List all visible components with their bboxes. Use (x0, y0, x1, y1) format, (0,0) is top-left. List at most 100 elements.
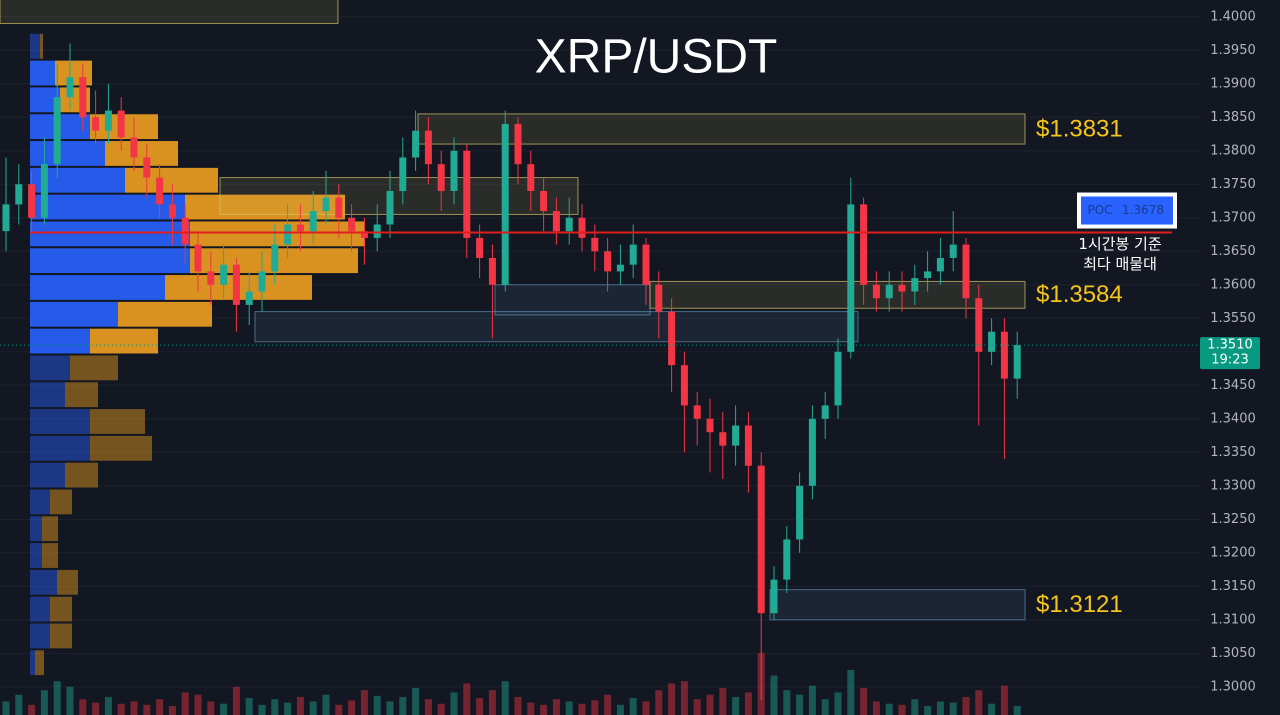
volume-bar (591, 700, 599, 715)
y-tick-label: 1.3800 (1210, 143, 1256, 158)
volume-bar (680, 681, 688, 715)
volume-bar (271, 699, 279, 715)
volume-bar (66, 686, 74, 715)
y-tick-label: 1.3850 (1210, 110, 1256, 125)
y-tick-label: 1.3700 (1210, 210, 1256, 225)
profile-sell-bar (50, 623, 72, 649)
volume-bar (719, 687, 727, 715)
candle-body (732, 425, 740, 446)
candle-body (949, 244, 957, 258)
annotation: 최다 매물대 (1083, 255, 1157, 273)
candle-body (335, 197, 343, 218)
profile-buy-bar (30, 221, 190, 247)
candle-body (655, 284, 663, 312)
profile-sell-bar (190, 221, 365, 247)
y-tick-label: 1.3450 (1210, 378, 1256, 393)
candle-body (40, 164, 48, 218)
profile-sell-bar (50, 489, 72, 515)
candle-body (450, 150, 458, 191)
volume-bar (860, 687, 868, 715)
profile-sell-bar (57, 569, 78, 595)
profile-sell-bar (90, 435, 152, 461)
profile-sell-bar (40, 33, 43, 59)
y-tick-label: 1.3650 (1210, 244, 1256, 259)
candle-body (565, 217, 573, 232)
profile-sell-bar (185, 194, 345, 220)
volume-bar (744, 692, 752, 715)
volume-bar (514, 696, 522, 715)
zone (769, 589, 1026, 621)
candle-body (1013, 345, 1021, 379)
volume-bar (15, 694, 23, 715)
candle-body (936, 257, 944, 272)
candle-body (552, 211, 560, 232)
y-tick-label: 1.3400 (1210, 411, 1256, 426)
volume-bar (296, 696, 304, 715)
candle-body (911, 278, 919, 292)
volume-bar (975, 690, 983, 715)
profile-buy-bar (30, 650, 35, 676)
volume-bar (924, 705, 932, 715)
volume-bar (360, 690, 368, 715)
profile-buy-bar (30, 569, 57, 595)
candle-body (988, 331, 996, 352)
candle-body (796, 485, 804, 540)
profile-buy-bar (30, 248, 190, 274)
candle-body (66, 77, 74, 98)
candle-body (220, 264, 228, 285)
candle-body (296, 224, 304, 232)
candle-body (629, 244, 637, 265)
volume-bar (962, 696, 970, 715)
y-tick-label: 1.3750 (1210, 177, 1256, 192)
candle-body (53, 97, 61, 165)
candle-body (744, 425, 752, 466)
profile-sell-bar (90, 409, 145, 434)
profile-sell-bar (42, 543, 58, 568)
profile-buy-bar (30, 33, 40, 59)
volume-bar (604, 694, 612, 715)
volume-bar (399, 696, 407, 715)
volume-bar (770, 675, 778, 715)
volume-bar (885, 703, 893, 715)
volume-bar (578, 703, 586, 715)
candle-body (642, 244, 650, 285)
volume-bar (322, 694, 330, 715)
candle-body (975, 298, 983, 352)
volume-bar (258, 704, 266, 715)
candle-body (258, 271, 266, 292)
volume-bar (130, 701, 138, 715)
candle-body (1000, 331, 1008, 379)
y-tick-label: 1.3950 (1210, 43, 1256, 58)
volume-bar (207, 701, 215, 715)
profile-buy-bar (30, 462, 65, 488)
volume-bar (450, 692, 458, 715)
profile-sell-bar (70, 355, 118, 381)
profile-buy-bar (30, 328, 90, 354)
y-tick-label: 1.3100 (1210, 612, 1256, 627)
poc-box (1081, 196, 1173, 225)
candle-body (680, 365, 688, 406)
candle-body (693, 405, 701, 419)
volume-bar (335, 704, 343, 715)
volume-bar (92, 702, 100, 715)
candle-body (412, 130, 420, 158)
candle-body (424, 130, 432, 165)
candle-body (488, 257, 496, 285)
y-tick-label: 1.3900 (1210, 76, 1256, 91)
volume-bar (732, 696, 740, 715)
candle-body (719, 432, 727, 446)
zone-price-label: $1.3121 (1036, 591, 1123, 618)
y-tick-label: 1.3000 (1210, 679, 1256, 694)
y-tick-label: 1.3050 (1210, 646, 1256, 661)
candle-body (757, 465, 765, 614)
candle-body (360, 231, 368, 238)
volume-bar (872, 701, 880, 715)
volume-bar (1000, 685, 1008, 715)
profile-buy-bar (30, 543, 42, 568)
candle-body (322, 197, 330, 212)
volume-bar (220, 703, 228, 715)
profile-buy-bar (30, 60, 55, 86)
candle-body (168, 204, 176, 218)
zone (254, 311, 859, 343)
candle-body (847, 204, 855, 352)
